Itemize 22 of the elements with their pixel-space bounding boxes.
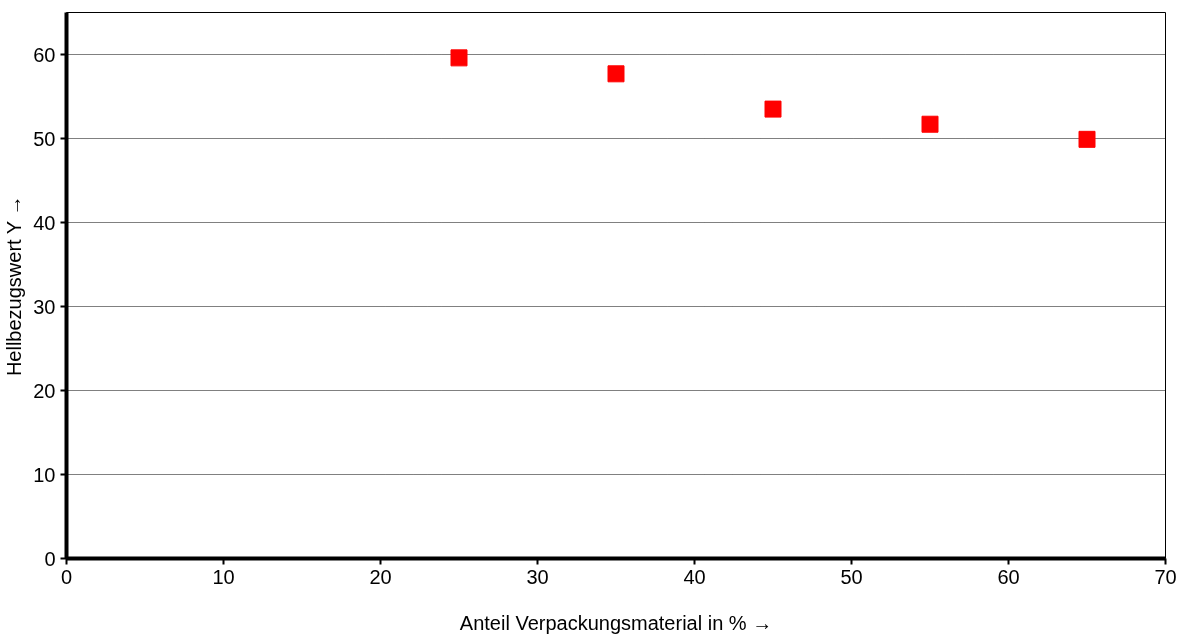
x-axis-title: Anteil Verpackungsmaterial in % →: [459, 611, 773, 634]
point: [450, 49, 468, 67]
x-tick-label: 70: [1154, 565, 1177, 588]
x-tick-label: 10: [212, 565, 235, 588]
point: [607, 65, 625, 83]
y-tick-label: 10: [33, 463, 56, 486]
x-tick-label: 0: [60, 565, 73, 588]
y-tick-label: 50: [33, 127, 56, 150]
point: [764, 100, 782, 118]
point: [1078, 130, 1096, 148]
y-tick-label: 60: [33, 43, 56, 66]
x-tick-label: 20: [369, 565, 392, 588]
y-axis-title: Hellbezugswert Y →: [3, 195, 26, 377]
point: [921, 115, 939, 133]
y-tick-label: 0: [44, 547, 56, 570]
x-tick-label: 30: [526, 565, 549, 588]
y-tick-label: 20: [33, 379, 56, 402]
x-tick-label: 60: [997, 565, 1020, 588]
y-tick-label: 40: [33, 211, 56, 234]
x-tick-label: 50: [840, 565, 863, 588]
y-tick-label: 30: [33, 295, 56, 318]
x-tick-label: 40: [683, 565, 706, 588]
